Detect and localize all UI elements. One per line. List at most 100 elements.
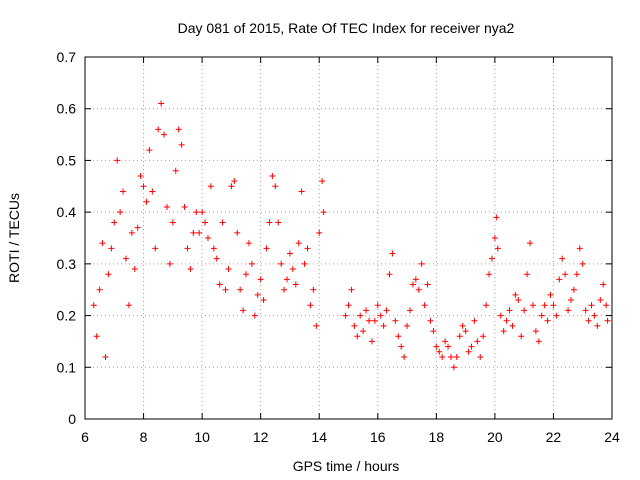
y-tick-label: 0	[68, 411, 76, 427]
data-point	[301, 260, 308, 267]
data-point	[348, 286, 355, 293]
data-point	[357, 312, 364, 319]
data-point	[313, 322, 320, 329]
data-point	[320, 209, 327, 216]
data-point	[453, 353, 460, 360]
data-point	[286, 250, 293, 257]
data-point	[289, 266, 296, 273]
data-point	[181, 203, 188, 210]
data-point	[415, 286, 422, 293]
data-point	[401, 353, 408, 360]
data-point	[284, 276, 291, 283]
data-point	[345, 302, 352, 309]
data-point	[459, 322, 466, 329]
y-tick-label: 0.2	[57, 308, 77, 324]
data-point	[450, 364, 457, 371]
data-point	[374, 302, 381, 309]
data-point	[527, 240, 534, 247]
data-point	[556, 276, 563, 283]
data-point	[260, 297, 267, 304]
data-point	[128, 229, 135, 236]
data-point	[471, 317, 478, 324]
data-point	[386, 271, 393, 278]
y-tick-label: 0.3	[57, 256, 77, 272]
grid	[85, 57, 612, 419]
axis-ticks	[84, 56, 613, 420]
data-point	[579, 260, 586, 267]
data-point	[175, 126, 182, 133]
data-point	[491, 235, 498, 241]
data-point	[421, 302, 428, 309]
data-point	[442, 338, 449, 345]
data-point	[568, 297, 575, 304]
data-point	[240, 307, 247, 314]
data-point	[243, 271, 250, 278]
data-point	[316, 229, 323, 236]
data-point	[99, 240, 106, 247]
data-point	[512, 291, 519, 298]
data-point	[178, 141, 185, 148]
plot-frame	[84, 56, 613, 420]
data-point	[480, 333, 487, 340]
data-point	[108, 245, 115, 252]
data-point	[486, 271, 493, 278]
data-point	[529, 302, 536, 309]
data-point	[409, 281, 416, 288]
data-point	[298, 188, 305, 195]
data-point	[281, 286, 288, 293]
data-point	[307, 302, 314, 309]
data-point	[462, 328, 469, 335]
data-point	[604, 317, 611, 324]
data-point	[383, 307, 390, 314]
data-point	[158, 100, 165, 107]
data-point	[570, 286, 577, 293]
data-point	[146, 147, 153, 154]
data-point	[395, 333, 402, 340]
data-point	[493, 214, 500, 221]
data-point	[111, 219, 118, 226]
data-point	[594, 322, 601, 329]
data-point	[565, 307, 572, 314]
y-axis-title: ROTI / TECUs	[6, 193, 22, 283]
data-point	[427, 317, 434, 324]
data-point	[354, 333, 361, 340]
data-point	[447, 353, 454, 360]
data-point	[509, 322, 516, 329]
data-point	[204, 235, 211, 241]
data-point	[445, 343, 452, 350]
x-tick-label: 18	[429, 429, 445, 445]
data-point	[169, 219, 176, 226]
data-point	[275, 219, 282, 226]
data-point	[559, 255, 566, 262]
data-point	[172, 167, 179, 174]
data-point	[272, 183, 279, 190]
data-point	[365, 317, 372, 324]
data-point	[430, 328, 437, 335]
data-point	[310, 286, 317, 293]
data-point	[251, 312, 258, 319]
data-point	[114, 157, 121, 164]
y-tick-label: 0.1	[57, 359, 77, 375]
data-point	[483, 302, 490, 309]
data-point	[190, 229, 197, 236]
x-tick-label: 12	[253, 429, 269, 445]
tick-labels: 6 8 10 12 14 16 18 20 22 24 0 0.1 0.2 0.3 0.4 0.5 0.6 0.7	[57, 49, 620, 445]
data-point	[600, 281, 607, 288]
data-point	[149, 188, 156, 195]
data-point	[184, 245, 191, 252]
data-point	[588, 302, 595, 309]
data-point	[155, 126, 162, 133]
data-point	[544, 317, 551, 324]
data-point	[406, 307, 413, 314]
y-tick-label: 0.6	[57, 101, 77, 117]
data-point	[257, 276, 264, 283]
data-point	[535, 338, 542, 345]
data-point	[102, 353, 109, 360]
data-point	[187, 266, 194, 273]
data-point	[90, 302, 97, 309]
data-point	[196, 229, 203, 236]
data-point	[506, 307, 513, 314]
data-point	[216, 281, 223, 288]
data-point	[497, 312, 504, 319]
